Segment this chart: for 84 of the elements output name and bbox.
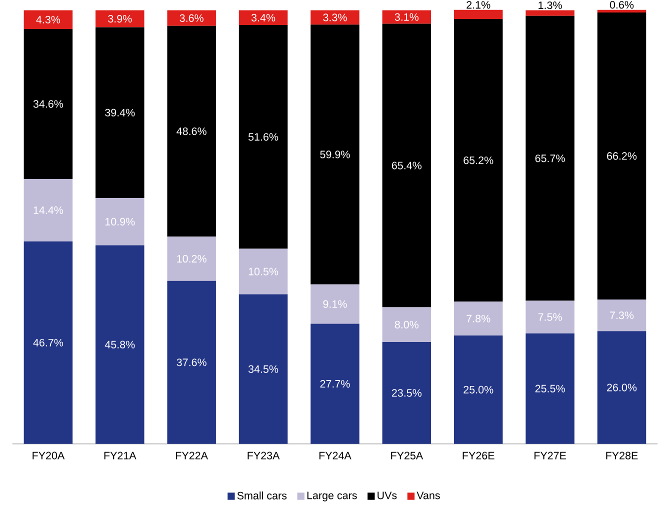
data-label: 34.6% xyxy=(33,100,64,108)
data-label: 48.6% xyxy=(176,127,206,136)
bar xyxy=(24,28,73,179)
bar xyxy=(454,18,503,302)
data-label: 65.2% xyxy=(464,156,494,164)
bar xyxy=(454,335,503,444)
bar xyxy=(96,198,144,246)
bar xyxy=(238,248,288,294)
x-tick-label: FY20A xyxy=(32,452,65,460)
bar xyxy=(382,342,432,444)
data-label: 2.1% xyxy=(466,1,490,9)
data-label: 1.3% xyxy=(538,1,562,10)
x-tick-label: FY23A xyxy=(248,452,280,460)
bar xyxy=(96,245,144,444)
data-label: 4.3% xyxy=(36,16,60,24)
data-label: 7.8% xyxy=(466,314,490,322)
data-label: 9.1% xyxy=(323,300,347,308)
bar xyxy=(24,241,73,444)
bar xyxy=(454,10,503,19)
bar xyxy=(597,299,646,332)
data-label: 23.5% xyxy=(392,389,422,397)
data-label: 45.8% xyxy=(104,340,135,348)
bar xyxy=(597,12,646,300)
x-tick-label: FY24A xyxy=(319,452,352,460)
x-tick-label: FY27E xyxy=(534,452,566,460)
bar xyxy=(24,10,73,29)
data-label: 51.6% xyxy=(248,133,278,141)
bar xyxy=(238,10,288,26)
data-label: 3.3% xyxy=(323,14,347,22)
data-label: 7.5% xyxy=(538,313,562,321)
bar xyxy=(310,24,360,284)
data-label: 0.6% xyxy=(610,1,634,9)
bar xyxy=(526,16,574,301)
x-tick-label: FY22A xyxy=(176,452,208,460)
data-label: 26.0% xyxy=(607,384,637,392)
bar xyxy=(454,302,503,336)
legend-label: Large cars xyxy=(307,492,357,502)
data-label: 27.7% xyxy=(320,380,350,388)
legend-label: Vans xyxy=(416,492,440,500)
bar xyxy=(167,26,216,237)
data-label: 7.3% xyxy=(610,312,634,320)
data-label: 3.9% xyxy=(108,14,132,23)
bar xyxy=(526,333,574,444)
data-label: 65.7% xyxy=(535,154,565,162)
data-label: 3.6% xyxy=(180,14,204,22)
bar xyxy=(310,324,360,444)
bar xyxy=(526,10,574,16)
data-label: 39.4% xyxy=(105,108,135,116)
data-label: 37.6% xyxy=(176,358,206,366)
legend-label: UVs xyxy=(378,492,397,500)
data-label: 59.9% xyxy=(320,150,350,158)
bar xyxy=(96,27,144,198)
x-tick-label: FY28E xyxy=(606,452,638,460)
bar xyxy=(24,178,73,242)
bar xyxy=(167,10,216,26)
data-label: 10.9% xyxy=(105,218,135,226)
bar xyxy=(96,10,144,28)
bar xyxy=(526,300,574,334)
x-tick-label: FY26E xyxy=(462,452,494,460)
bar xyxy=(167,280,216,444)
bar xyxy=(167,236,216,281)
bar xyxy=(597,10,646,12)
bar xyxy=(310,284,360,324)
x-tick-label: FY25A xyxy=(391,452,424,460)
data-label: 25.0% xyxy=(464,386,494,394)
data-label: 34.5% xyxy=(248,365,278,373)
bar xyxy=(238,294,288,444)
data-label: 14.4% xyxy=(34,206,64,214)
data-label: 3.1% xyxy=(394,13,419,21)
bar xyxy=(382,307,432,342)
legend-label: Small cars xyxy=(237,492,287,500)
data-label: 65.4% xyxy=(392,162,422,170)
bar xyxy=(382,24,432,308)
data-label: 8.0% xyxy=(394,320,419,328)
bar xyxy=(597,331,646,444)
data-label: 66.2% xyxy=(607,152,637,160)
bar xyxy=(310,10,360,25)
data-label: 25.5% xyxy=(535,384,565,392)
data-label: 10.5% xyxy=(248,268,278,276)
bar xyxy=(238,25,288,249)
data-label: 3.4% xyxy=(251,14,276,22)
x-tick-label: FY21A xyxy=(104,452,136,460)
data-label: 46.7% xyxy=(33,338,64,346)
data-label: 10.2% xyxy=(177,254,206,263)
